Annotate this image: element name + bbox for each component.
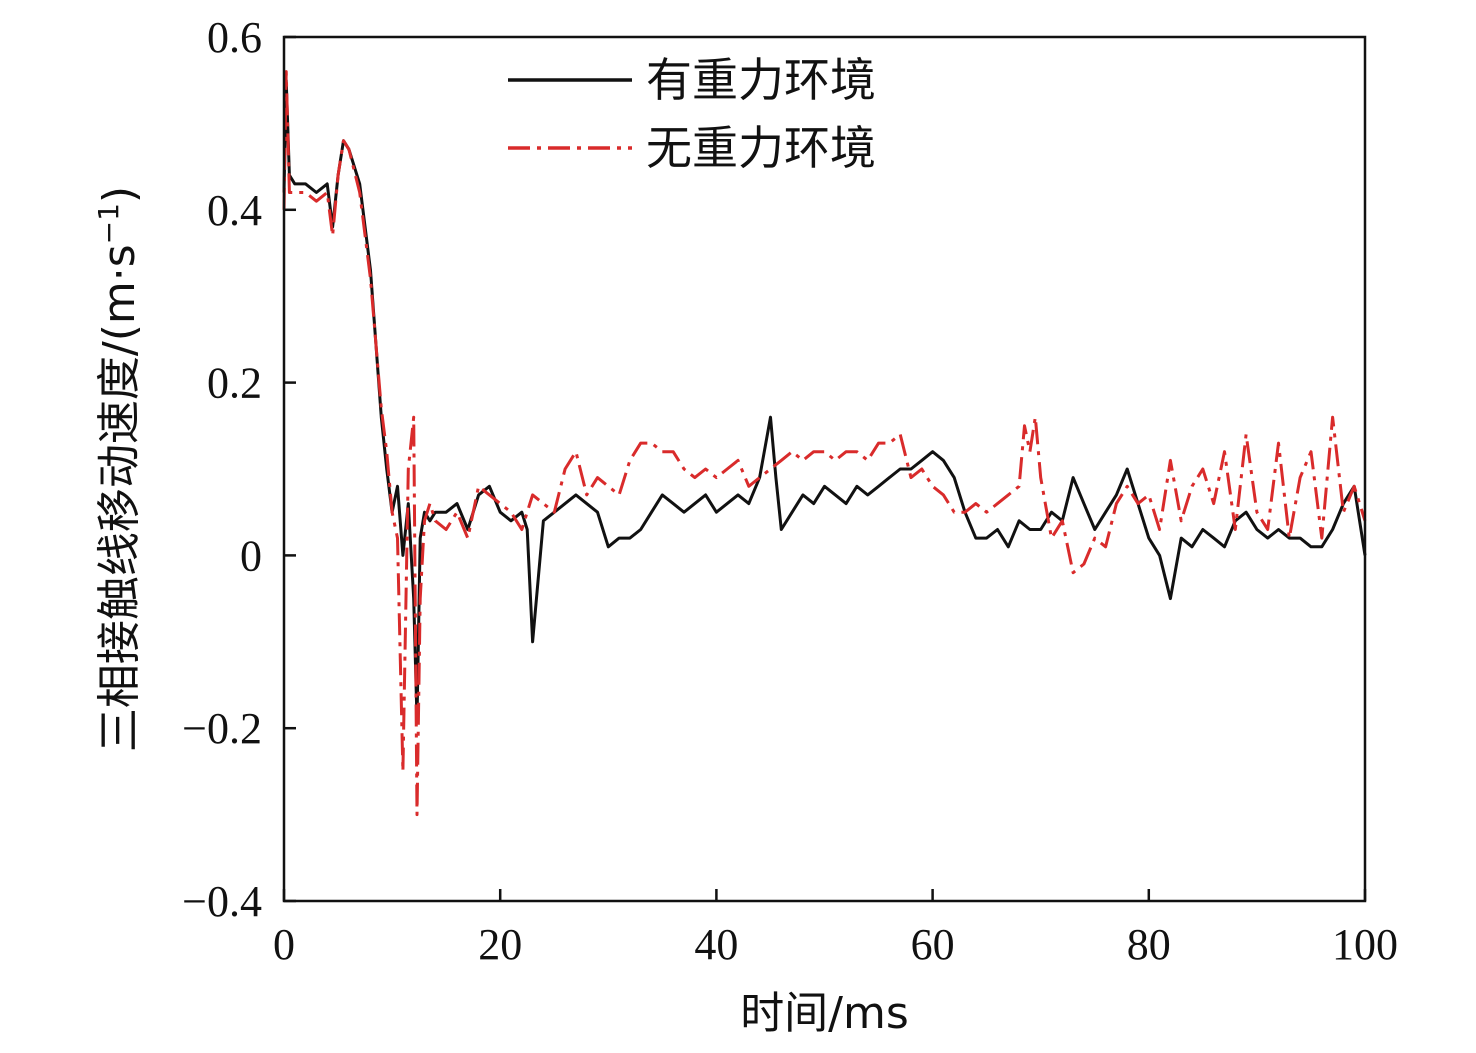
x-tick-label: 40	[694, 920, 738, 969]
y-tick-label: −0.2	[182, 704, 262, 753]
x-axis-ticks: 0 20 40 60 80 100	[273, 889, 1398, 969]
y-axis-label-main: 三相接触线移动速度/(m·s	[94, 244, 145, 752]
legend-label-2: 无重力环境	[646, 121, 876, 175]
y-tick-label: −0.4	[182, 877, 262, 926]
y-tick-label: 0	[240, 531, 262, 580]
series-line-1	[282, 78, 1367, 722]
y-tick-label: 0.2	[207, 359, 262, 408]
y-axis-label-close: )	[94, 186, 145, 203]
y-axis-label-sup: −1	[92, 203, 125, 244]
y-tick-label: 0.4	[207, 186, 262, 235]
x-tick-label: 100	[1332, 920, 1398, 969]
plot-frame	[282, 35, 1367, 903]
x-tick-label: 60	[911, 920, 955, 969]
y-axis-label: 三相接触线移动速度/(m·s−1)	[92, 186, 146, 752]
plot-series	[282, 70, 1367, 817]
y-axis-ticks: −0.4 −0.2 0 0.2 0.4 0.6	[182, 13, 296, 926]
x-tick-label: 20	[478, 920, 522, 969]
x-tick-label: 80	[1127, 920, 1171, 969]
x-axis-label: 时间/ms	[740, 988, 909, 1039]
legend-label-1: 有重力环境	[646, 53, 876, 107]
series-line-2	[282, 70, 1367, 817]
y-tick-label: 0.6	[207, 13, 262, 62]
x-tick-label: 0	[273, 920, 295, 969]
